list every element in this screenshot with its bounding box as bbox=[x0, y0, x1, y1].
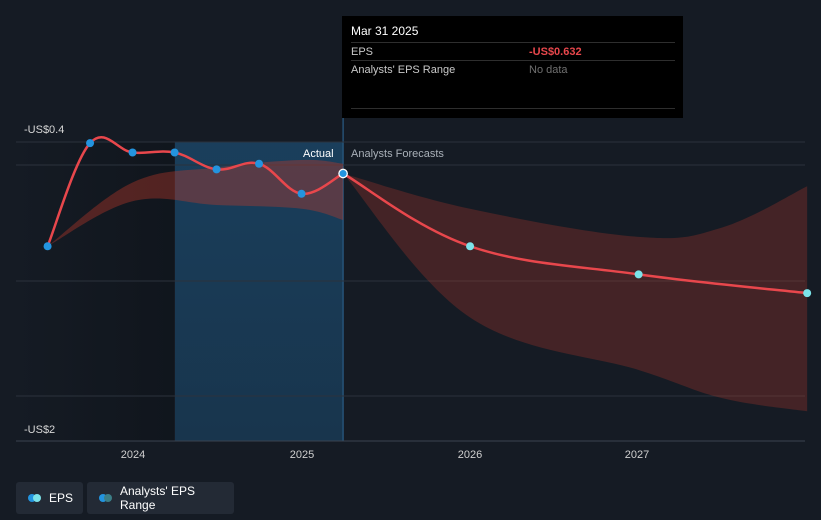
range-legend-icon bbox=[99, 494, 112, 502]
forecast-region-label: Analysts Forecasts bbox=[351, 148, 444, 160]
actual-region-label: Actual bbox=[303, 148, 334, 160]
legend-eps[interactable]: EPS bbox=[16, 482, 83, 514]
eps-actual-point-4 bbox=[212, 165, 221, 174]
tooltip-date: Mar 31 2025 bbox=[351, 24, 419, 38]
x-tick-2027: 2027 bbox=[624, 449, 650, 461]
tooltip-range-value: No data bbox=[529, 64, 568, 76]
eps-forecast-point-0 bbox=[466, 242, 475, 251]
eps-forecast-line bbox=[342, 172, 808, 295]
past-shade bbox=[16, 142, 174, 441]
eps-actual-point-0 bbox=[43, 242, 52, 251]
legend-analysts-range[interactable]: Analysts' EPS Range bbox=[87, 482, 234, 514]
tooltip-row-range: Analysts' EPS Range No data bbox=[351, 60, 675, 78]
eps-forecast-point-1 bbox=[634, 270, 643, 279]
y-axis-top-label: -US$0.4 bbox=[24, 124, 65, 136]
eps-legend-icon bbox=[28, 494, 41, 502]
legend-eps-label: EPS bbox=[49, 491, 74, 505]
tooltip: Mar 31 2025 EPS -US$0.632 Analysts' EPS … bbox=[342, 16, 683, 118]
forecast-eps-range bbox=[343, 173, 808, 412]
tooltip-range-label: Analysts' EPS Range bbox=[351, 64, 456, 76]
historical-eps-range bbox=[47, 159, 344, 247]
eps-actual-point-2 bbox=[128, 148, 137, 157]
eps-actual-point-1 bbox=[86, 139, 95, 148]
x-tick-2025: 2025 bbox=[289, 449, 315, 461]
eps-actual-point-6 bbox=[297, 189, 306, 198]
eps-forecast-point-2 bbox=[803, 289, 812, 298]
tooltip-eps-value: -US$0.632 bbox=[529, 46, 582, 58]
tooltip-row-eps: EPS -US$0.632 bbox=[351, 42, 675, 60]
tooltip-divider bbox=[351, 108, 675, 109]
eps-actual-point-5 bbox=[255, 159, 264, 168]
legend-range-label: Analysts' EPS Range bbox=[120, 484, 195, 512]
y-axis-bottom-label: -US$2 bbox=[24, 424, 56, 436]
eps-actual-point-3 bbox=[170, 148, 179, 157]
x-tick-2026: 2026 bbox=[457, 449, 483, 461]
eps-actual-point-7 bbox=[338, 168, 348, 179]
tooltip-eps-label: EPS bbox=[351, 46, 374, 58]
x-tick-2024: 2024 bbox=[120, 449, 146, 461]
